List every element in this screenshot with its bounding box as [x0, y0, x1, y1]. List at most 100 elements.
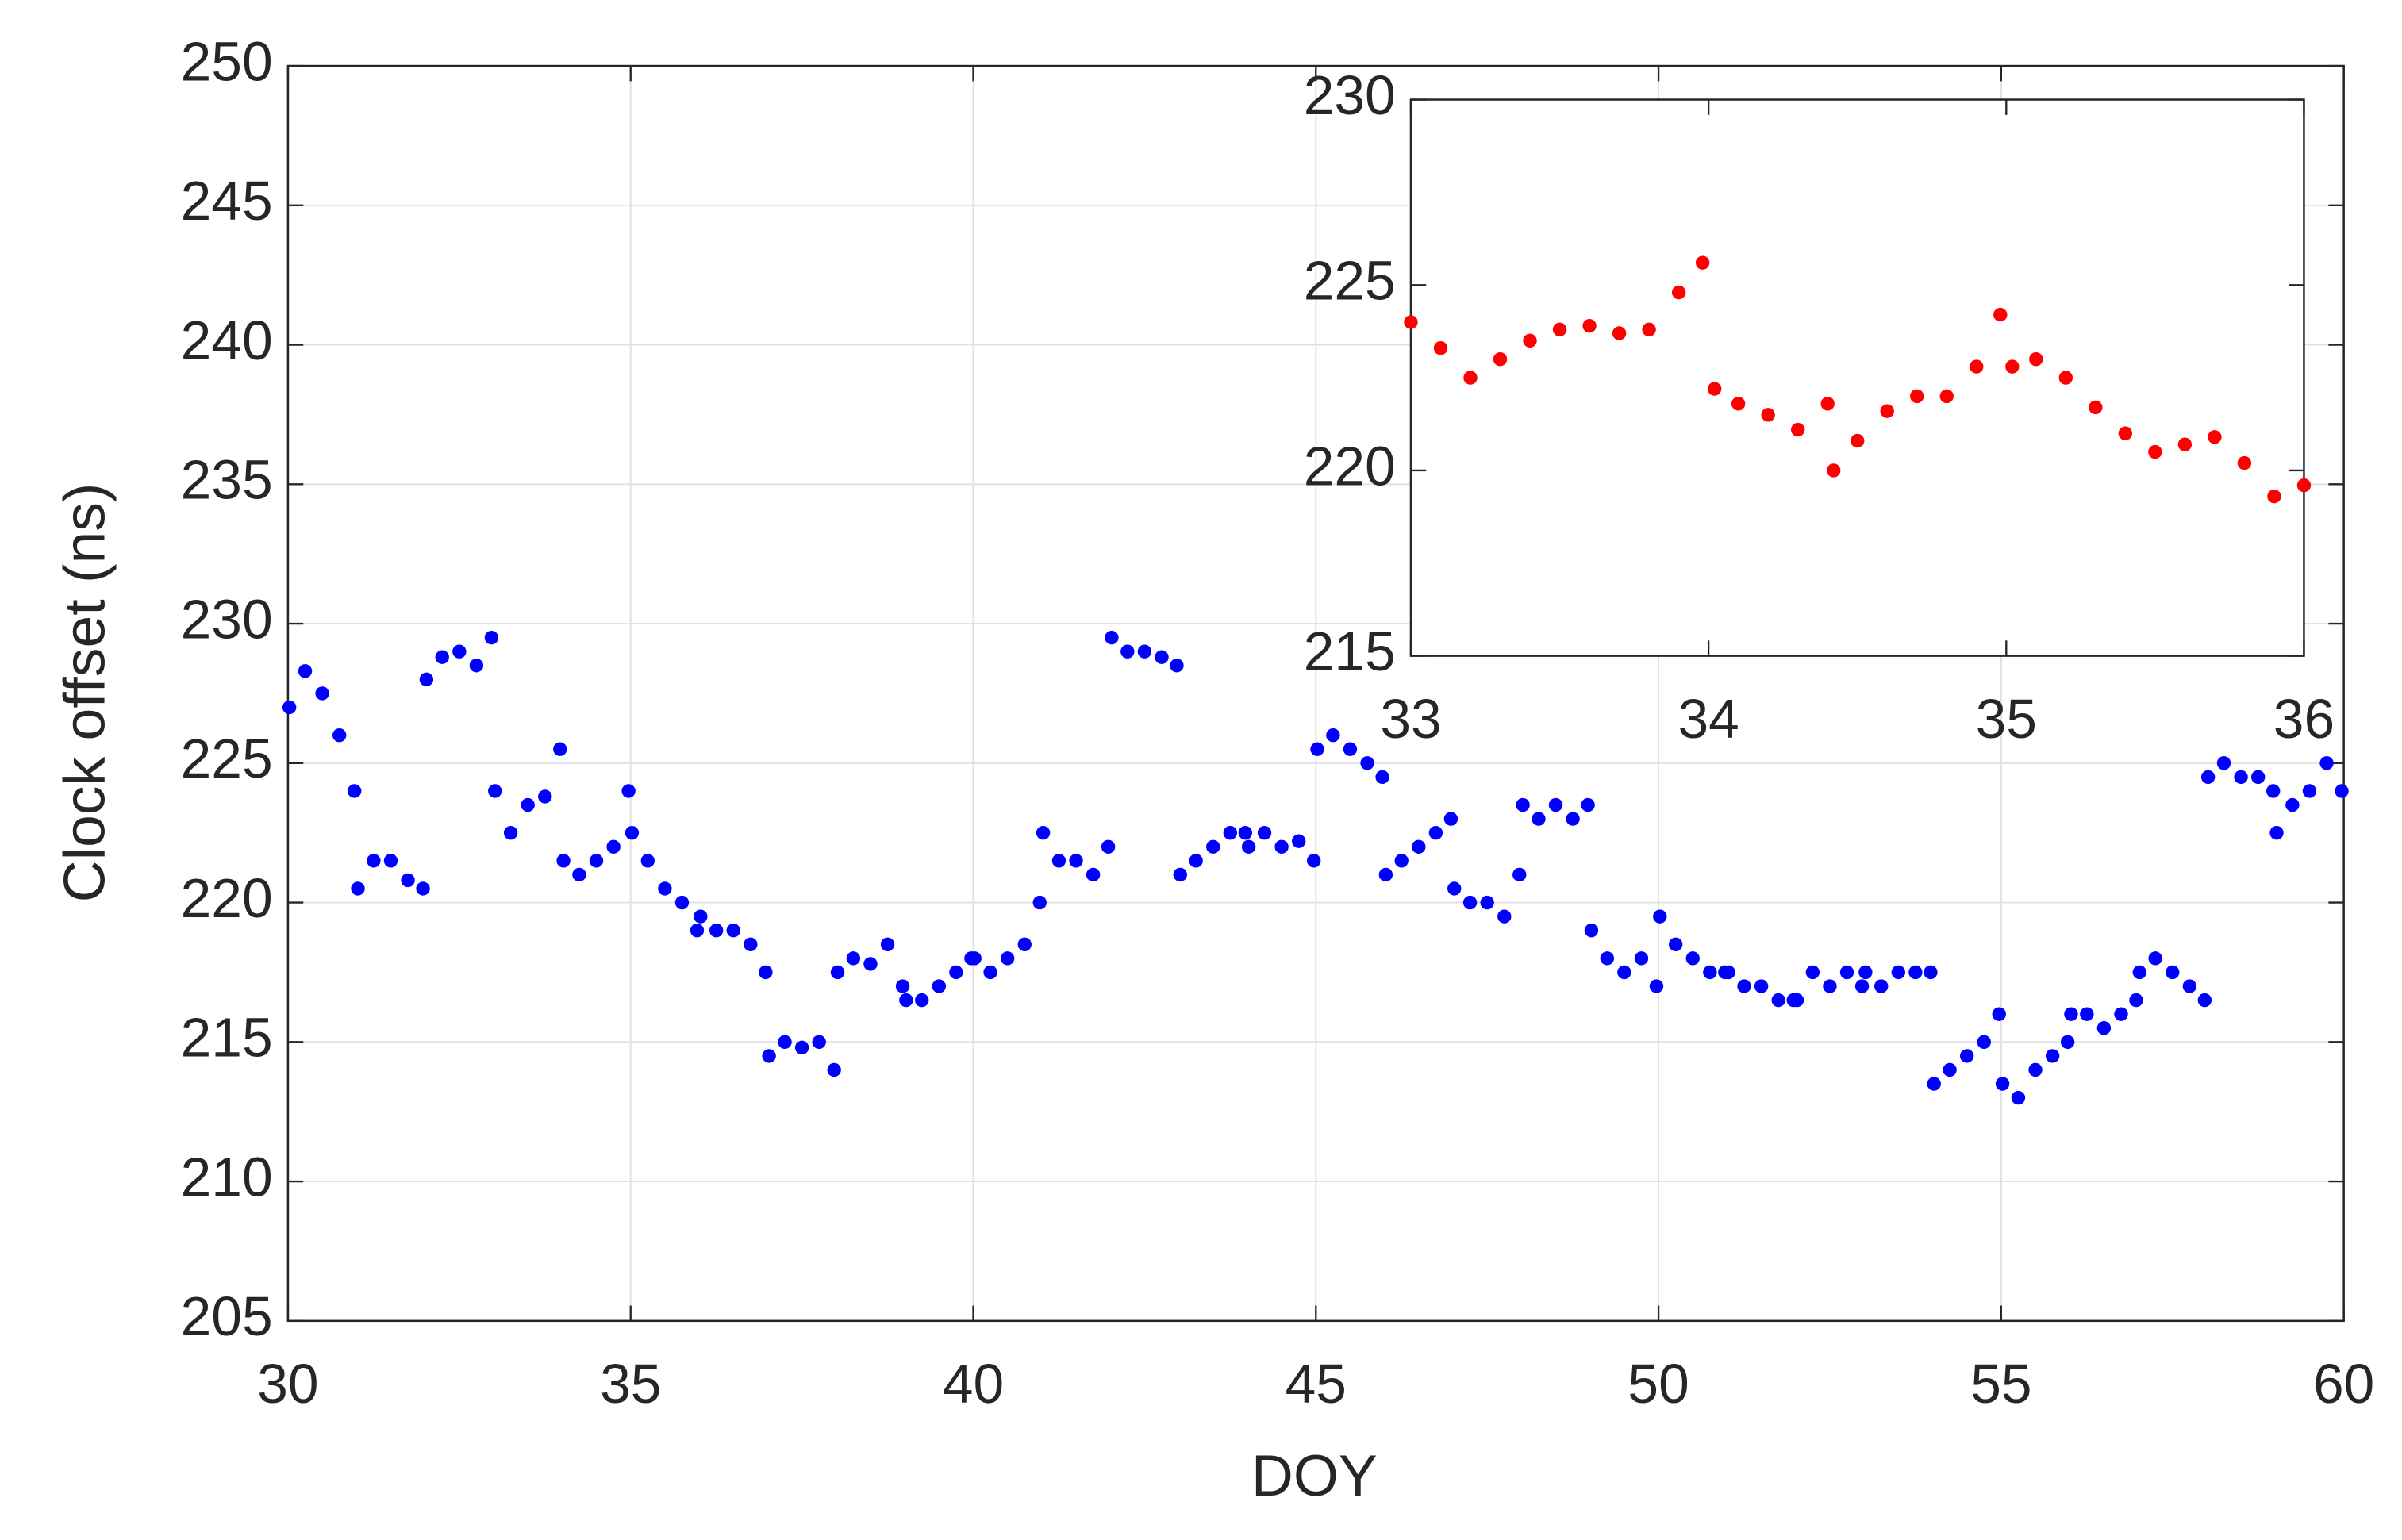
data-point [1671, 285, 1686, 300]
y-tick-label: 245 [181, 170, 273, 232]
x-tick-label: 30 [257, 1353, 318, 1415]
data-point [1995, 1077, 2010, 1091]
data-point [1493, 352, 1508, 367]
data-point [762, 1049, 776, 1063]
data-point [383, 854, 398, 868]
data-point [899, 993, 913, 1008]
data-point [640, 854, 655, 868]
data-point [621, 784, 636, 798]
y-tick-label: 205 [181, 1285, 273, 1347]
data-point [484, 630, 499, 645]
data-point [332, 728, 347, 743]
data-point [2182, 979, 2197, 993]
data-point [625, 825, 640, 840]
data-point [435, 650, 449, 664]
data-point [556, 854, 571, 868]
y-tick-label: 210 [181, 1146, 273, 1208]
data-point [1927, 1077, 1941, 1091]
y-tick-label: 230 [181, 588, 273, 650]
data-point [1105, 630, 1119, 645]
data-point [949, 965, 963, 980]
data-point [1428, 825, 1443, 840]
data-point [606, 839, 621, 854]
data-point [1584, 924, 1599, 938]
x-axis-label: DOY [1251, 1443, 1378, 1508]
data-point [1120, 644, 1135, 659]
data-point [419, 672, 434, 687]
data-point [1051, 854, 1066, 868]
data-point [1653, 909, 1667, 924]
data-point [2045, 1049, 2060, 1063]
data-point [1274, 839, 1289, 854]
data-point [1707, 382, 1722, 396]
data-point [1959, 1049, 1974, 1063]
data-point [830, 965, 845, 980]
data-point [2132, 965, 2146, 980]
data-point [1462, 895, 1478, 910]
data-point [1412, 839, 1426, 854]
data-point [846, 951, 861, 966]
inset-chart: 33 34 35 36 215 220 225 230 [1304, 64, 2335, 750]
data-point [1992, 1007, 2006, 1021]
data-point [1375, 770, 1389, 785]
data-point [351, 881, 365, 896]
data-point [1238, 825, 1253, 840]
data-point [1703, 965, 1717, 980]
data-point [2089, 400, 2103, 415]
data-point [1789, 993, 1804, 1008]
data-point [1600, 951, 1614, 966]
data-point [1977, 1035, 1991, 1050]
data-point [1552, 322, 1567, 337]
data-point [1634, 951, 1649, 966]
data-point [1943, 1062, 1957, 1077]
data-point [315, 686, 329, 701]
data-point [1000, 951, 1015, 966]
data-point [1189, 854, 1203, 868]
data-point [2060, 1035, 2075, 1050]
x-tick-label: 45 [1286, 1353, 1347, 1415]
data-point [348, 784, 362, 798]
data-point [694, 909, 708, 924]
data-point [2096, 1021, 2112, 1035]
plot-area [1410, 99, 2304, 656]
data-point [1307, 854, 1321, 868]
data-point [932, 979, 947, 993]
data-point [1241, 839, 1256, 854]
data-point [1017, 937, 1032, 951]
axes-box [286, 64, 2345, 1323]
data-point [658, 881, 672, 896]
data-point [2269, 825, 2284, 840]
data-point [2177, 437, 2193, 451]
x-tick-label: 33 [1380, 688, 1441, 750]
data-point [726, 924, 740, 938]
data-point [1069, 854, 1083, 868]
x-tick-label: 55 [1970, 1353, 2031, 1415]
data-point [1754, 979, 1769, 993]
data-point [1566, 812, 1580, 826]
data-point [2216, 756, 2231, 770]
data-point [2028, 1062, 2043, 1077]
data-point [521, 797, 535, 812]
data-point [2251, 770, 2266, 785]
data-point [1206, 839, 1220, 854]
data-point [827, 1062, 841, 1077]
data-point [1761, 408, 1775, 422]
data-point [1924, 965, 1938, 980]
data-point [1827, 463, 1841, 478]
data-point [1170, 659, 1184, 673]
data-point [2118, 426, 2133, 440]
data-point [915, 993, 929, 1008]
data-point [1910, 389, 1924, 404]
x-tick-label: 35 [600, 1353, 661, 1415]
data-point [863, 957, 878, 971]
data-point [2148, 951, 2162, 966]
data-point [1532, 812, 1546, 826]
data-point [1582, 318, 1597, 333]
data-point [401, 873, 415, 888]
data-point [1642, 322, 1656, 337]
data-point [983, 965, 997, 980]
y-tick-label: 215 [1304, 620, 1396, 682]
data-point [1737, 979, 1751, 993]
data-point [1839, 965, 1854, 980]
